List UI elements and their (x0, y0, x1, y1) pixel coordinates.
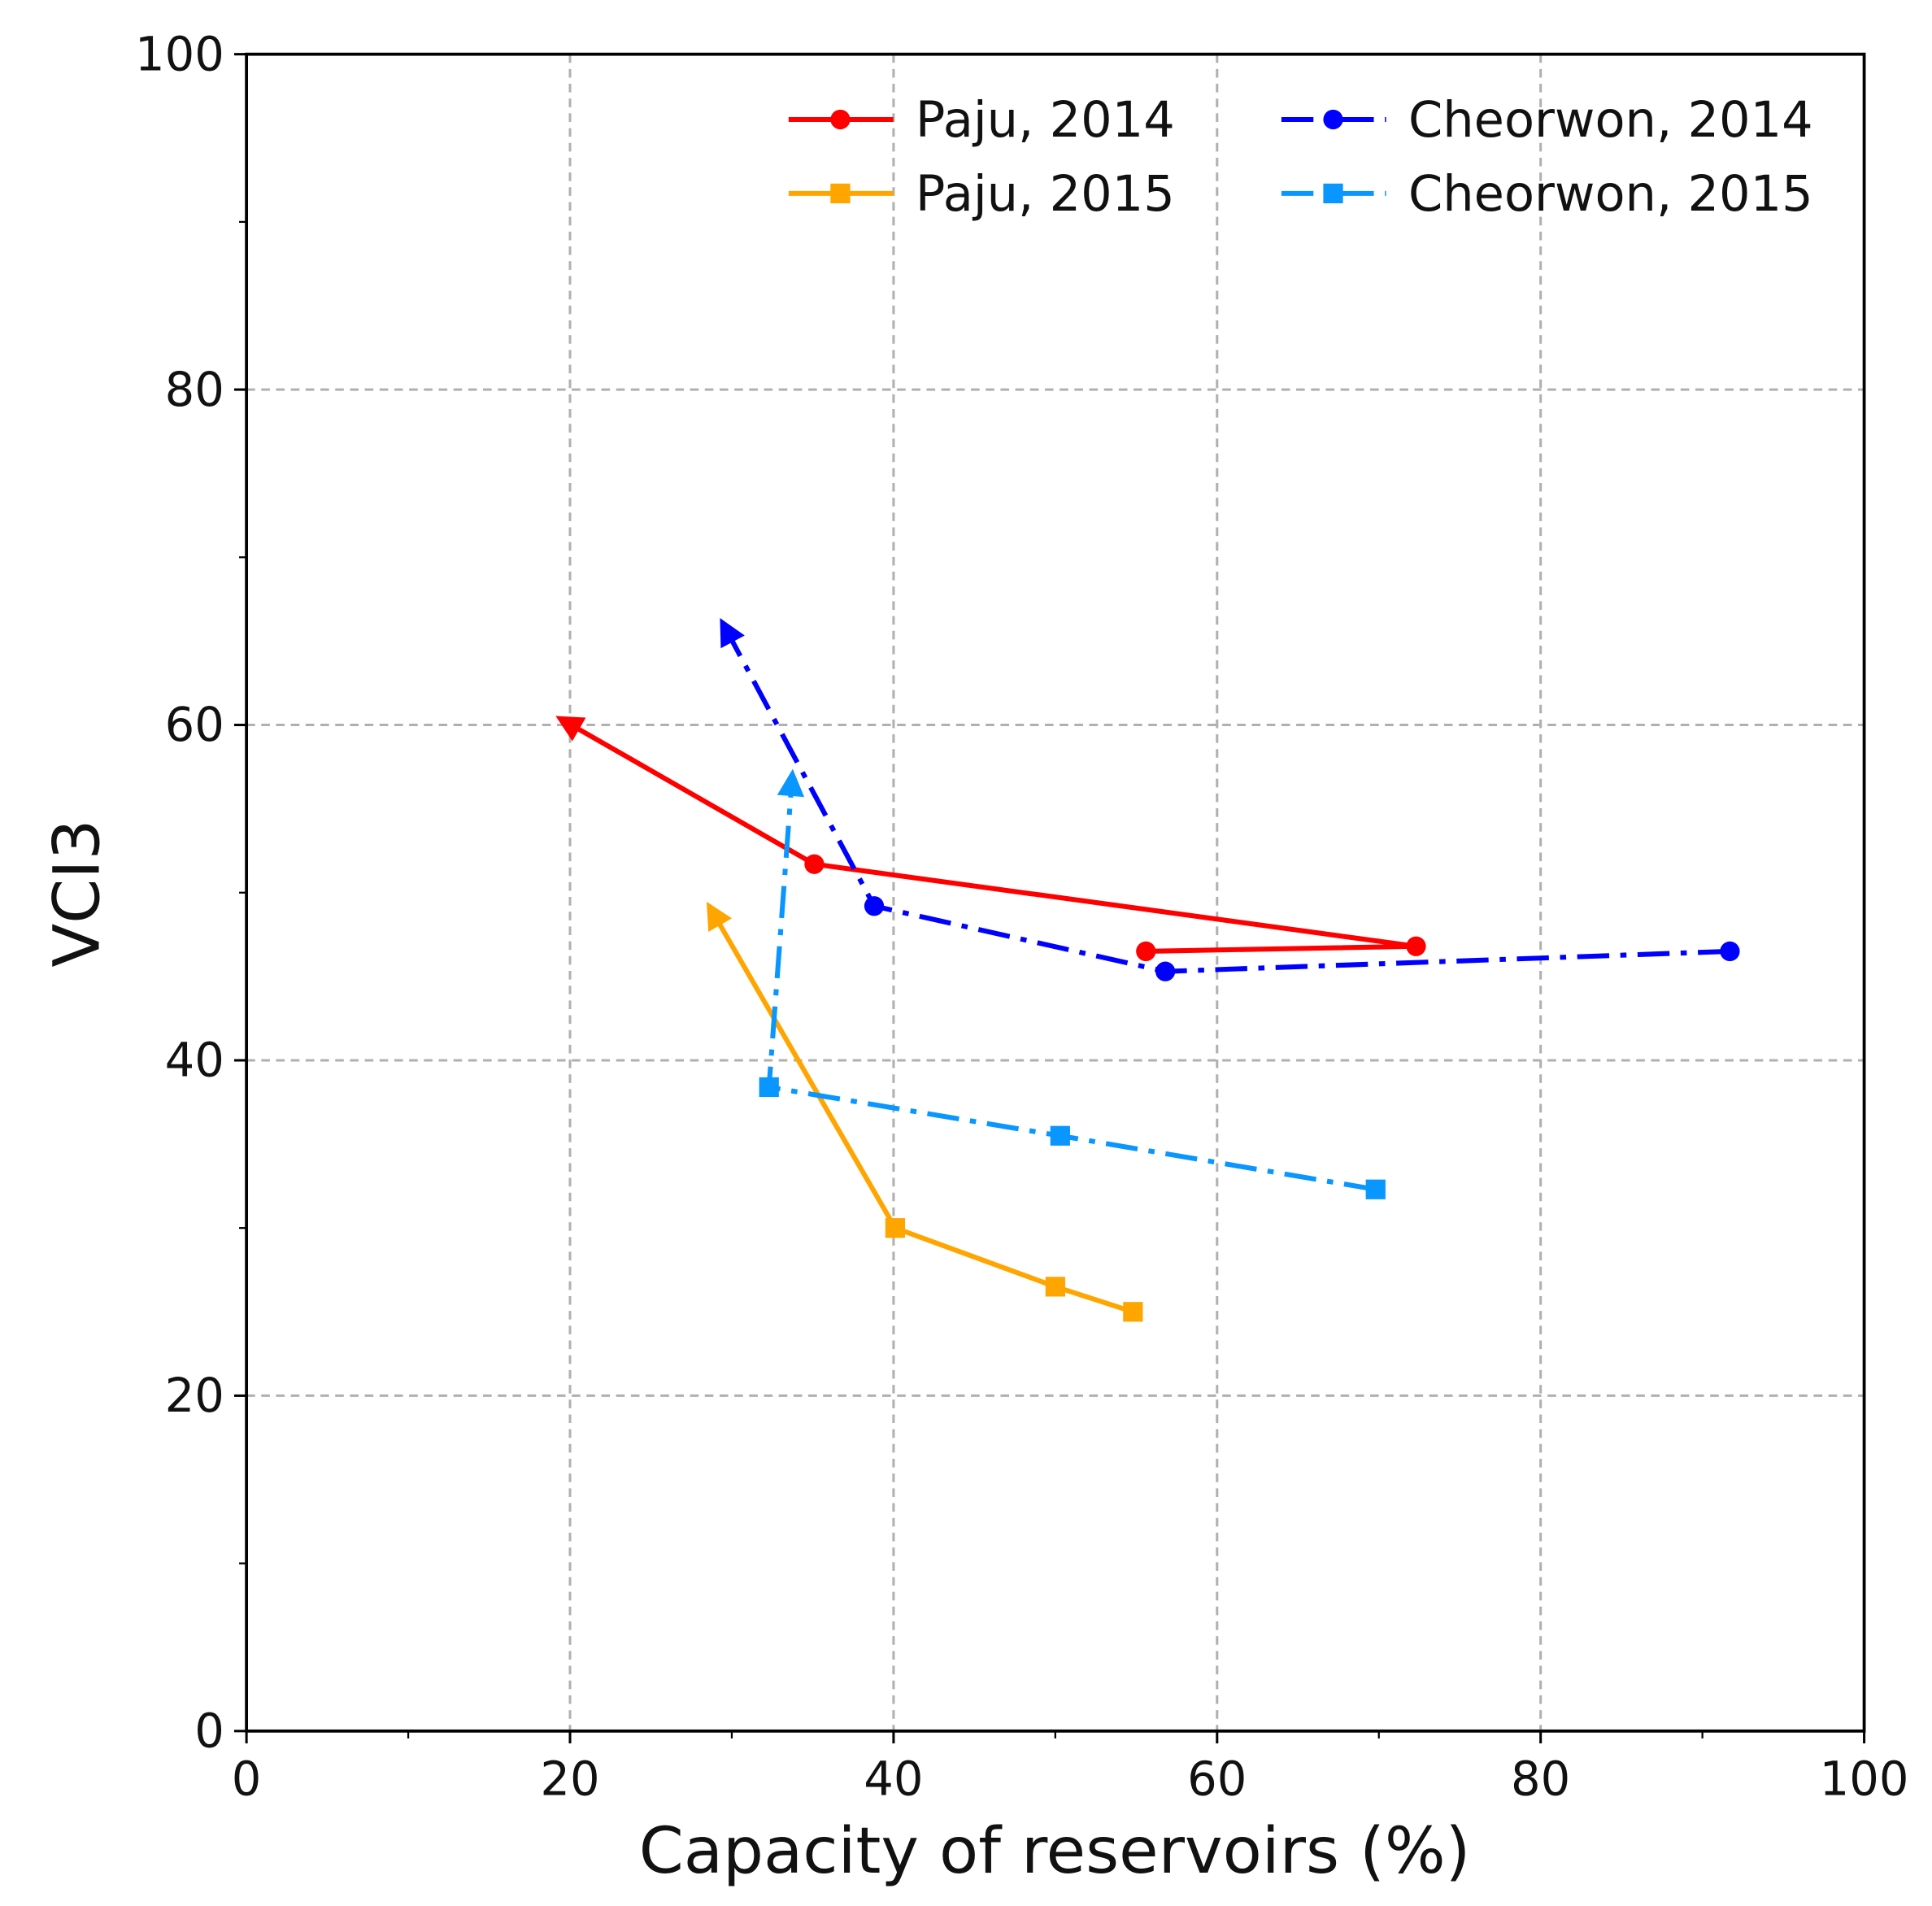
arrow-end-marker (720, 618, 745, 649)
legend-label: Cheorwon, 2014 (1408, 92, 1813, 149)
y-tick-label: 40 (165, 1034, 224, 1088)
data-point (1720, 941, 1740, 962)
series-paju-2014 (555, 716, 1426, 962)
arrow-end-marker (555, 716, 586, 742)
y-tick-label: 80 (165, 363, 224, 417)
data-point (1123, 1302, 1143, 1322)
y-tick-label: 100 (135, 27, 224, 81)
arrow-end-marker (706, 901, 733, 933)
x-tick-label: 80 (1511, 1752, 1570, 1807)
x-tick-label: 40 (864, 1752, 923, 1807)
data-point (1136, 941, 1156, 962)
x-tick-label: 0 (232, 1752, 262, 1807)
x-tick-label: 100 (1820, 1752, 1909, 1807)
y-tick-label: 0 (194, 1704, 224, 1759)
x-tick-label: 20 (540, 1752, 599, 1807)
series-cheorwon-2015 (759, 768, 1386, 1199)
legend-label: Paju, 2014 (916, 92, 1175, 149)
data-point (1155, 961, 1176, 981)
legend-marker (1323, 183, 1343, 204)
legend-label: Paju, 2015 (916, 166, 1175, 223)
y-axis-label: VCI3 (39, 819, 114, 967)
plot-frame (245, 52, 1866, 1733)
data-point (1045, 1277, 1065, 1297)
series-group (555, 618, 1740, 1322)
y-tick-label: 20 (165, 1369, 224, 1423)
legend-marker (830, 183, 851, 204)
series-cheorwon-2014 (720, 618, 1740, 981)
data-point (1365, 1179, 1386, 1199)
data-point (759, 1077, 779, 1098)
series-paju-2015 (706, 901, 1143, 1322)
data-point (1050, 1125, 1070, 1146)
legend-label: Cheorwon, 2015 (1408, 166, 1813, 223)
axes: 0 20 40 60 80 100 0 20 40 60 80 100 (135, 27, 1909, 1806)
series-line (766, 783, 1377, 1192)
data-point (804, 854, 825, 874)
y-tick-label: 60 (165, 698, 224, 752)
legend-item: Cheorwon, 2014 (1281, 92, 1813, 149)
legend-marker (1323, 109, 1343, 130)
legend-item: Cheorwon, 2015 (1281, 166, 1813, 223)
legend-marker (830, 109, 851, 130)
legend: Paju, 2014 Paju, 2015 Cheorwon, 2014 Cheorw… (788, 92, 1813, 223)
legend-item: Paju, 2014 (788, 92, 1175, 149)
legend-item: Paju, 2015 (788, 166, 1175, 223)
x-axis-label: Capacity of reservoirs (%) (639, 1813, 1471, 1888)
series-line (567, 720, 1416, 954)
x-tick-label: 60 (1187, 1752, 1247, 1807)
data-point (885, 1218, 906, 1238)
data-point (1406, 936, 1426, 956)
grid (246, 54, 1865, 1731)
series-line (711, 913, 1134, 1315)
arrow-end-marker (777, 768, 805, 798)
data-point (864, 896, 885, 916)
